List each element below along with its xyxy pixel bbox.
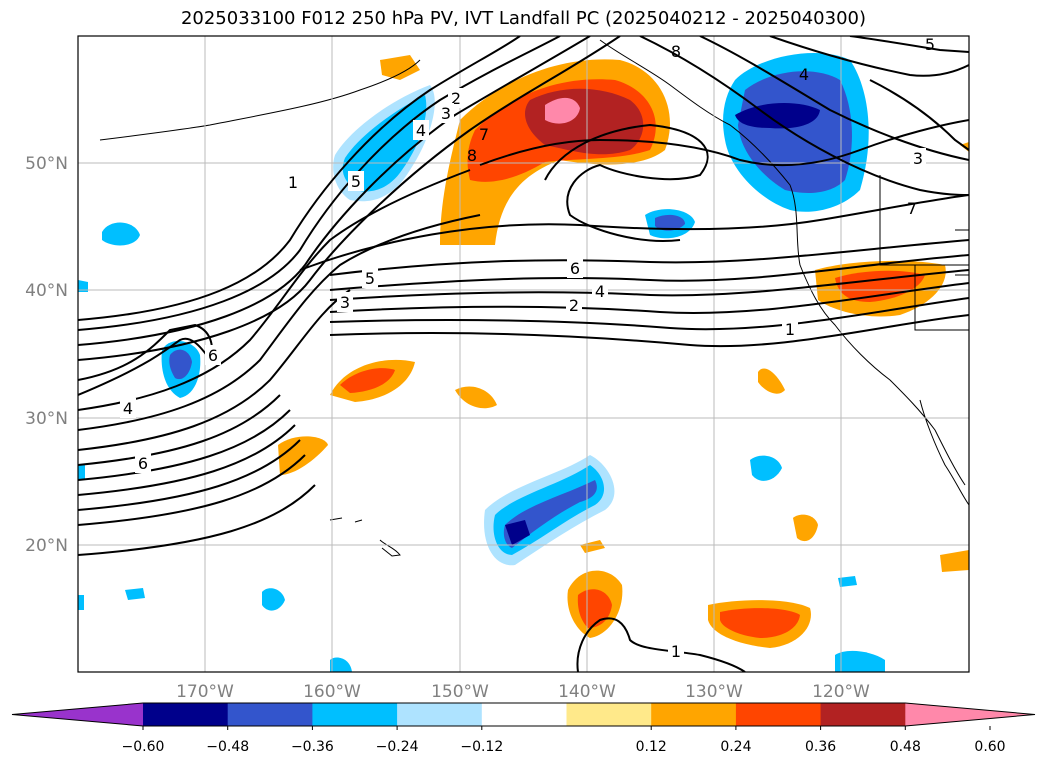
- graticule: [78, 36, 969, 672]
- contour-label: 6: [570, 259, 580, 278]
- contour-label: 5: [365, 269, 375, 288]
- contour-label: 3: [441, 104, 451, 123]
- colorbar-tick-label: −0.24: [376, 739, 419, 755]
- contour-label: 5: [351, 172, 361, 191]
- colorbar-tick-label: −0.60: [122, 739, 165, 755]
- contour-label: 5: [925, 35, 935, 54]
- colorbar-segment: [143, 703, 229, 726]
- colorbar-extend-max: [905, 703, 1035, 726]
- colorbar-segment: [735, 703, 822, 726]
- map-frame: [77, 35, 970, 673]
- colorbar-tick-label: −0.48: [206, 739, 249, 755]
- lon-label: 130°W: [685, 682, 743, 702]
- contour-label: 1: [671, 642, 681, 661]
- colorbar-segment: [397, 703, 483, 726]
- colorbar-tick-label: −0.36: [291, 739, 334, 755]
- colorbar-segment: [820, 703, 906, 726]
- colorbar-tick-label: 0.60: [974, 739, 1005, 755]
- lat-label: 20°N: [25, 536, 68, 556]
- contour-label: 6: [138, 454, 148, 473]
- lon-label: 150°W: [431, 682, 489, 702]
- colorbar-segment: [481, 703, 567, 726]
- contour-label-group: 1 2 3 4 5 7 8 8 4 5 3 7 6 4 2 5 3 1 6 4 …: [120, 35, 935, 661]
- contour-label: 8: [671, 42, 681, 61]
- longitude-labels: 170°W 160°W 150°W 140°W 130°W 120°W: [176, 682, 870, 702]
- lon-label: 160°W: [303, 682, 361, 702]
- colorbar: −0.60 −0.48 −0.36 −0.24 −0.12 0.12 0.24 0.36 0.4…: [11, 702, 1036, 755]
- contour-label: 7: [907, 199, 917, 218]
- contour-label: 1: [785, 320, 795, 339]
- contour-label: 3: [340, 293, 350, 312]
- colorbar-segment: [566, 703, 652, 726]
- contour-label: 4: [416, 121, 426, 140]
- contour-label: 4: [595, 282, 605, 301]
- colorbar-extend-min: [12, 703, 143, 726]
- contour-label: 7: [479, 125, 489, 144]
- contour-label: 4: [799, 65, 809, 84]
- lat-label: 30°N: [25, 409, 68, 429]
- contour-label: 1: [288, 173, 298, 192]
- colorbar-tick-label: 0.12: [636, 739, 667, 755]
- latitude-labels: 50°N 40°N 30°N 20°N: [25, 154, 68, 556]
- colorbar-tick-label: 0.36: [805, 739, 836, 755]
- lat-label: 50°N: [25, 154, 68, 174]
- colorbar-segment: [227, 703, 313, 726]
- contour-label: 4: [123, 399, 133, 418]
- contour-label: 6: [208, 346, 218, 365]
- lon-label: 170°W: [176, 682, 234, 702]
- colorbar-tick-label: 0.24: [720, 739, 751, 755]
- map-title: 2025033100 F012 250 hPa PV, IVT Landfall…: [180, 8, 867, 29]
- contour-label: 8: [467, 146, 477, 165]
- colorbar-segment: [651, 703, 737, 726]
- colorbar-tick-label: −0.12: [460, 739, 503, 755]
- contour-label: 2: [569, 296, 579, 315]
- contour-label: 2: [451, 89, 461, 108]
- colorbar-tick-label: 0.48: [890, 739, 921, 755]
- lon-label: 140°W: [558, 682, 616, 702]
- lat-label: 40°N: [25, 281, 68, 301]
- ivt-contours: [78, 36, 969, 672]
- colorbar-segment: [312, 703, 398, 726]
- lon-label: 120°W: [812, 682, 870, 702]
- contour-label: 3: [913, 149, 923, 168]
